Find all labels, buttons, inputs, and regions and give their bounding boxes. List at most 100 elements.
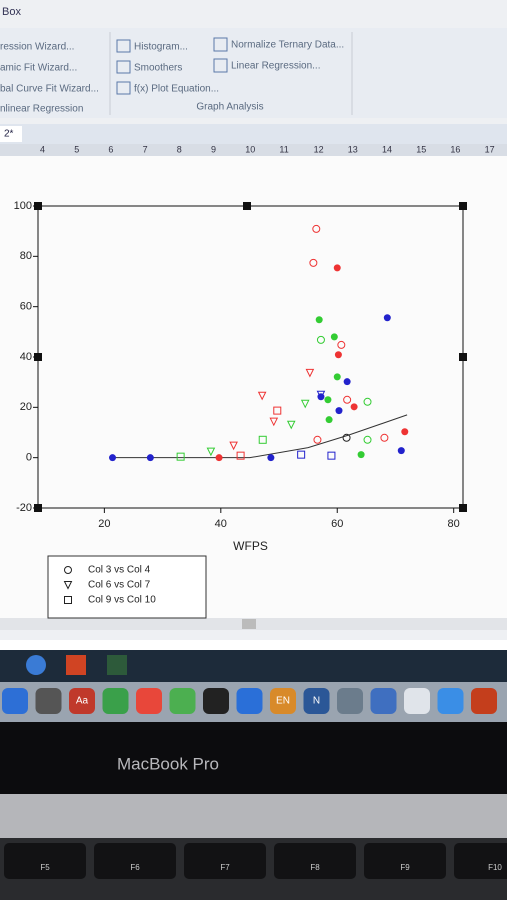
point — [334, 351, 342, 359]
y-tick-label: 40 — [20, 351, 32, 363]
dock-icon[interactable] — [2, 688, 28, 714]
key-label[interactable]: F5 — [40, 863, 50, 872]
ribbon-icon[interactable] — [116, 39, 131, 53]
point — [343, 395, 352, 404]
selection-handle[interactable] — [459, 504, 467, 512]
ribbon-icon[interactable] — [213, 58, 228, 73]
dock-icon[interactable] — [337, 688, 363, 714]
dock-icon-label: EN — [276, 696, 290, 707]
point — [305, 368, 315, 378]
dock-icon[interactable] — [437, 688, 464, 714]
dock-icon[interactable] — [69, 688, 95, 714]
legend-symbol — [64, 596, 72, 604]
point — [363, 435, 372, 444]
laptop-label: MacBook Pro — [117, 754, 219, 773]
dock-icon[interactable] — [102, 688, 129, 714]
dock-icon[interactable] — [303, 688, 330, 714]
point — [215, 454, 223, 462]
ribbon — [0, 28, 507, 118]
dock-icon[interactable] — [270, 688, 296, 714]
dock-icon[interactable] — [169, 688, 196, 714]
ruler-label: 15 — [416, 144, 426, 154]
point — [324, 396, 332, 404]
ribbon-item[interactable]: bal Curve Fit Wizard... — [0, 84, 99, 95]
dock-icon-label: N — [313, 696, 320, 707]
legend-label: Col 3 vs Col 4 — [88, 565, 151, 576]
x-tick-label: 60 — [331, 518, 343, 530]
ruler-label: 4 — [40, 144, 45, 154]
key[interactable] — [184, 843, 266, 879]
point — [330, 333, 338, 341]
ribbon-item[interactable]: Normalize Ternary Data... — [231, 40, 344, 51]
legend-symbol — [63, 581, 73, 590]
ruler — [0, 144, 507, 156]
key-label[interactable]: F9 — [400, 863, 410, 872]
point — [229, 441, 238, 451]
ruler-label: 11 — [279, 144, 288, 154]
bezel — [0, 722, 507, 794]
taskbar-icon[interactable] — [66, 655, 86, 675]
y-tick-label: 0 — [26, 452, 32, 464]
point — [363, 397, 372, 406]
point — [337, 340, 346, 349]
ruler-label: 12 — [314, 144, 324, 154]
ribbon-item[interactable]: Smoothers — [134, 63, 182, 74]
ribbon-icon[interactable] — [213, 37, 228, 52]
point — [380, 433, 389, 442]
laptop-hinge — [0, 794, 507, 838]
point — [146, 454, 154, 462]
point — [333, 264, 341, 272]
dock-icon[interactable] — [236, 688, 263, 714]
key-label[interactable]: F7 — [220, 863, 230, 872]
ribbon-icon[interactable] — [116, 60, 131, 74]
x-tick-label: 40 — [215, 518, 227, 530]
point — [397, 447, 405, 455]
point — [327, 451, 336, 460]
point — [313, 435, 322, 444]
selection-handle[interactable] — [243, 202, 251, 210]
y-tick-label: 20 — [20, 401, 32, 413]
tab-label[interactable]: 2* — [4, 129, 14, 140]
tab[interactable] — [0, 126, 22, 142]
scroll-thumb[interactable] — [242, 619, 256, 629]
legend-label: Col 9 vs Col 10 — [88, 595, 156, 606]
dock-icon[interactable] — [404, 688, 430, 714]
key[interactable] — [274, 843, 356, 879]
group-label: Graph Analysis — [196, 102, 263, 113]
dock-icon-label: Aa — [76, 696, 89, 707]
taskbar-icon[interactable] — [26, 655, 46, 675]
y-tick-label: 60 — [20, 301, 32, 313]
ribbon-icon[interactable] — [116, 81, 131, 95]
key-label[interactable]: F6 — [130, 863, 140, 872]
selection-handle[interactable] — [459, 202, 467, 210]
point — [316, 335, 325, 344]
ruler-label: 10 — [245, 144, 255, 154]
key[interactable] — [94, 843, 176, 879]
key-label[interactable]: F8 — [310, 863, 320, 872]
dock-icon[interactable] — [136, 688, 162, 714]
dock-icon[interactable] — [203, 688, 229, 714]
key[interactable] — [364, 843, 446, 879]
key-label[interactable]: F10 — [488, 863, 502, 872]
dock-icon[interactable] — [35, 688, 62, 714]
y-tick-label: 100 — [14, 200, 32, 212]
legend-label: Col 6 vs Col 7 — [88, 580, 151, 591]
dock-icon[interactable] — [370, 688, 397, 714]
point — [300, 399, 310, 409]
ribbon-item[interactable]: amic Fit Wizard... — [0, 63, 77, 74]
point — [317, 393, 325, 401]
ribbon-item[interactable]: Histogram... — [134, 42, 188, 53]
dock-icon[interactable] — [471, 688, 497, 714]
ribbon-item[interactable]: ression Wizard... — [0, 42, 74, 53]
ribbon-item[interactable]: Linear Regression... — [231, 61, 321, 72]
group-label: nlinear Regression — [0, 104, 83, 115]
ruler-label: 6 — [108, 144, 113, 154]
ruler-label: 7 — [143, 144, 148, 154]
selection-handle[interactable] — [459, 353, 467, 361]
ribbon-item[interactable]: f(x) Plot Equation... — [134, 84, 219, 95]
point — [236, 451, 245, 460]
key[interactable] — [4, 843, 86, 879]
key[interactable] — [454, 843, 507, 879]
point — [357, 451, 365, 459]
taskbar-icon[interactable] — [107, 655, 127, 675]
